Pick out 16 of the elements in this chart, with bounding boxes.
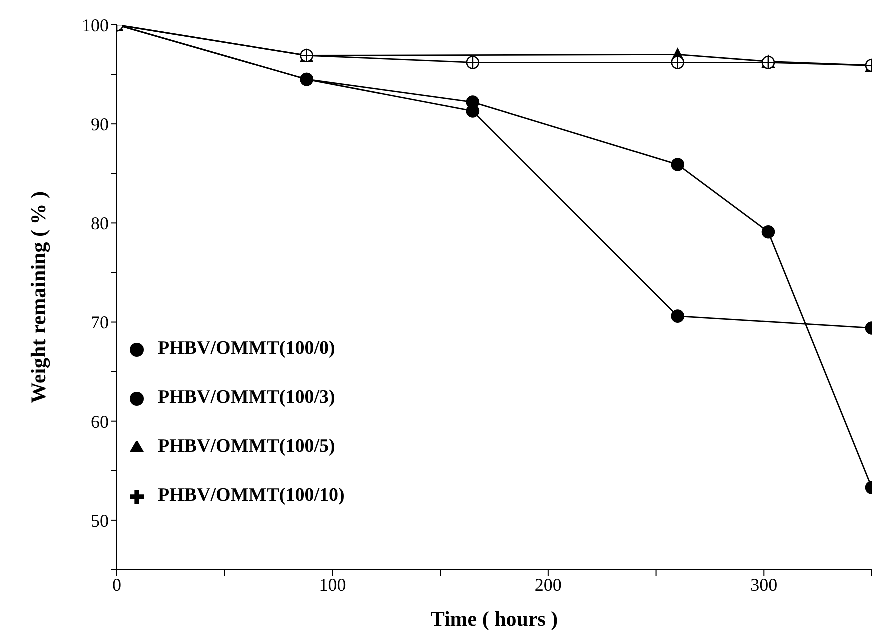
y-tick-label: 60 <box>91 412 109 432</box>
y-axis-title: Weight remaining ( % ) <box>26 192 50 404</box>
legend-label: PHBV/OMMT(100/3) <box>158 387 336 408</box>
y-tick-label: 80 <box>91 214 109 234</box>
x-tick-label: 0 <box>112 574 122 595</box>
x-axis-title: Time ( hours ) <box>430 607 558 631</box>
legend-label: PHBV/OMMT(100/5) <box>158 436 336 457</box>
legend-label: PHBV/OMMT(100/10) <box>158 485 345 506</box>
y-tick-label: 50 <box>91 510 109 531</box>
y-tick-label: 90 <box>91 114 109 134</box>
x-tick-label: 200 <box>534 574 562 595</box>
legend-label: PHBV/OMMT(100/0) <box>158 338 336 359</box>
y-tick-label: 100 <box>82 15 109 36</box>
x-tick-label: 100 <box>319 574 346 595</box>
x-tick-label: 300 <box>750 574 778 595</box>
y-tick-label: 70 <box>91 312 109 333</box>
